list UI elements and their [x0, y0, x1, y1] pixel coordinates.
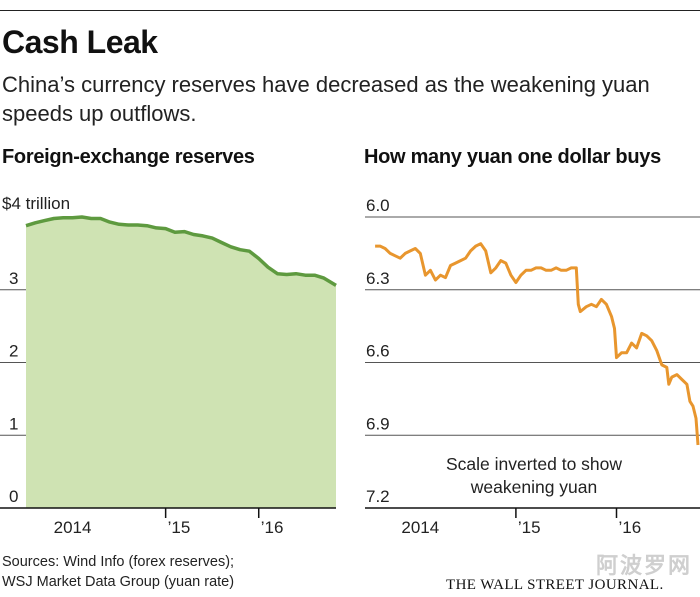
reserves-y-tick-label: 2	[9, 342, 18, 361]
yuan-annotation-line: Scale inverted to show	[446, 454, 622, 474]
yuan-series-line	[375, 242, 700, 446]
yuan-y-tick-label: 7.2	[366, 487, 390, 506]
reserves-x-tick-label: 2014	[54, 518, 92, 537]
reserves-y-tick-label: 0	[9, 487, 18, 506]
reserves-unit-label: $4 trillion	[2, 194, 70, 213]
reserves-area	[26, 217, 336, 508]
reserves-x-tick-label: ’15	[168, 518, 191, 537]
reserves-x-tick-label: ’16	[261, 518, 284, 537]
yuan-annotation-line: weakening yuan	[470, 477, 597, 497]
yuan-x-tick-label: ’15	[518, 518, 541, 537]
sources-line-1: Sources: Wind Info (forex reserves);	[2, 554, 235, 570]
yuan-panel-title: How many yuan one dollar buys	[364, 146, 661, 168]
reserves-y-tick-label: 1	[9, 414, 18, 433]
reserves-series-line	[25, 215, 337, 287]
yuan-x-tick-label: ’16	[619, 518, 642, 537]
yuan-x-tick-label: 2014	[401, 518, 439, 537]
reserves-panel-title: Foreign-exchange reserves	[2, 146, 255, 168]
chart-subtitle: China’s currency reserves have decreased…	[2, 72, 650, 126]
reserves-y-tick-label: 3	[9, 269, 18, 288]
yuan-y-tick-label: 6.6	[366, 342, 390, 361]
top-rule	[0, 10, 700, 11]
yuan-chart: 6.0 6.3 6.6 6.9 7.2 2014 ’15 ’16 Scale inverted …	[365, 196, 700, 537]
yuan-y-tick-label: 6.9	[366, 414, 390, 433]
sources-line-2: WSJ Market Data Group (yuan rate)	[2, 574, 235, 590]
publisher-logo: THE WALL STREET JOURNAL.	[446, 577, 664, 593]
chart-title: Cash Leak	[2, 24, 158, 60]
reserves-chart: 0 1 2 3 $4 trillion 2014 ’15 ’16	[0, 194, 337, 537]
sources-note: Sources: Wind Info (forex reserves); WSJ…	[2, 552, 234, 592]
watermark-text: 阿波罗网	[596, 553, 693, 578]
yuan-y-tick-label: 6.3	[366, 269, 390, 288]
yuan-y-tick-label: 6.0	[366, 196, 390, 215]
